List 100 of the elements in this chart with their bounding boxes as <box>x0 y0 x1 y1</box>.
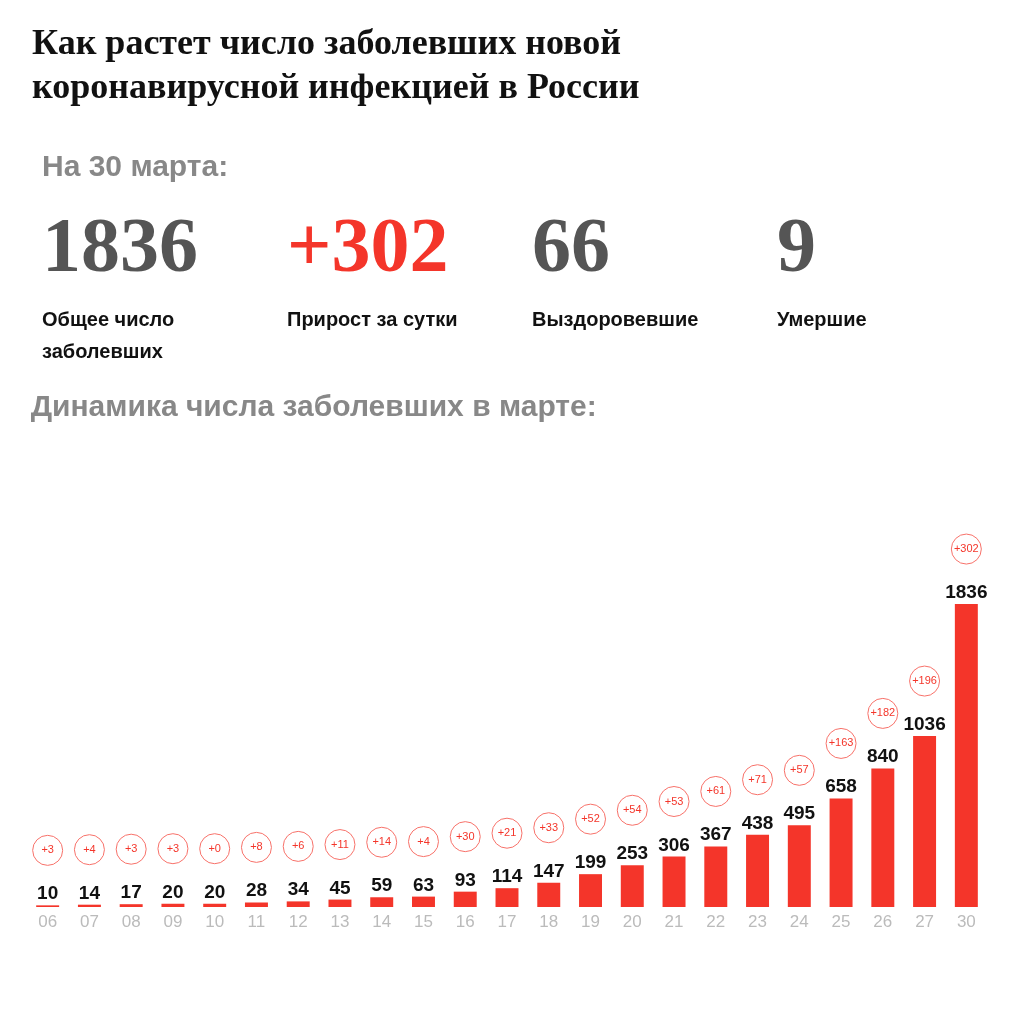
data-label: 17 <box>120 881 142 903</box>
text: Прирост за сутки <box>287 308 458 330</box>
bar <box>453 891 477 907</box>
x-tick-label: 24 <box>789 911 809 931</box>
bar <box>328 899 352 907</box>
x-tick-label: 16 <box>455 911 475 931</box>
text: Общее число заболевших <box>42 308 175 362</box>
annotation: +54 <box>622 803 642 816</box>
x-tick-label: 06 <box>38 911 58 931</box>
bar <box>620 865 644 907</box>
x-tick-label: 10 <box>205 911 225 931</box>
data-label: 306 <box>658 833 690 855</box>
text: На 30 марта: <box>42 149 229 182</box>
bar <box>161 903 185 907</box>
x-tick-label: 25 <box>831 911 851 931</box>
x-tick-label: 09 <box>163 911 183 931</box>
bar <box>495 888 519 907</box>
x-tick-label: 22 <box>706 911 726 931</box>
x-tick-label: 30 <box>956 911 976 931</box>
annotation: +3 <box>166 841 180 854</box>
bar <box>579 874 602 907</box>
data-label: 199 <box>574 851 607 873</box>
x-tick-label: 21 <box>664 911 684 931</box>
bar <box>537 882 561 907</box>
annotation: +182 <box>870 706 896 719</box>
x-tick-label: 15 <box>414 911 433 931</box>
data-label: 438 <box>741 811 774 833</box>
data-label: 14 <box>78 881 101 903</box>
text: Как растет число заболевших новой коронавирусной инфекцией в России <box>32 22 640 106</box>
x-tick-label: 12 <box>288 911 308 931</box>
text: +302 <box>953 542 979 555</box>
x-tick-label: 13 <box>330 911 350 931</box>
text: 9 <box>777 201 816 288</box>
annotation: +71 <box>748 772 767 785</box>
text: Выздоровевшие <box>532 308 699 330</box>
data-label: 10 <box>37 882 59 904</box>
x-tick-label: 08 <box>121 911 141 931</box>
x-tick-label: 07 <box>79 911 99 931</box>
annotation: +3 <box>41 843 54 856</box>
bar <box>787 825 811 907</box>
data-label: 63 <box>412 873 435 895</box>
annotation: +4 <box>83 842 96 855</box>
annotation: +52 <box>581 812 600 825</box>
data-label: 1036 <box>903 713 946 735</box>
data-label: 114 <box>491 865 523 887</box>
bar <box>286 901 310 907</box>
x-tick-label: 23 <box>748 911 768 931</box>
data-label: 28 <box>245 879 268 901</box>
x-tick-label: 20 <box>622 911 642 931</box>
annotation: +6 <box>291 839 305 852</box>
annotation: +196 <box>912 674 937 687</box>
bar <box>829 798 853 907</box>
annotation: +11 <box>331 837 349 850</box>
text: Умершие <box>777 308 867 330</box>
annotation: +57 <box>789 763 809 776</box>
bar <box>746 834 770 907</box>
data-label: 253 <box>616 842 649 864</box>
annotation: +30 <box>455 829 475 842</box>
chart-title: Динамика числа заболевших в марте: <box>30 389 597 423</box>
text: 66 <box>532 201 610 288</box>
data-label: 658 <box>825 775 857 797</box>
text: 1836 <box>42 201 198 288</box>
annotation: +61 <box>706 784 726 797</box>
x-tick-label: 14 <box>372 911 392 931</box>
annotation: +4 <box>417 834 430 847</box>
data-label: 495 <box>783 802 816 824</box>
data-label: 1836 <box>945 581 988 603</box>
bar <box>244 902 268 907</box>
bar <box>203 903 227 907</box>
bar <box>913 736 937 907</box>
text: +302 <box>287 201 449 288</box>
data-label: 20 <box>162 880 184 902</box>
bar <box>954 604 978 907</box>
bar <box>662 856 686 907</box>
x-tick-label: 27 <box>915 911 935 931</box>
x-tick-label: 19 <box>581 911 600 931</box>
data-label: 45 <box>329 876 351 898</box>
annotation: +3 <box>124 842 138 855</box>
data-label: 93 <box>454 868 476 890</box>
annotation: +33 <box>539 820 559 833</box>
annotation: +53 <box>664 794 684 807</box>
annotation: +163 <box>828 736 854 749</box>
bar <box>370 897 394 907</box>
bar <box>119 904 143 907</box>
annotation: +21 <box>497 826 517 839</box>
data-label: 59 <box>371 874 393 896</box>
data-label: 367 <box>699 823 732 845</box>
data-label: 20 <box>204 880 226 902</box>
x-tick-label: 26 <box>873 911 893 931</box>
bar <box>871 768 895 907</box>
annotation: +14 <box>372 835 392 848</box>
annotation: +0 <box>208 841 221 854</box>
data-label: 147 <box>532 859 565 881</box>
x-tick-label: 18 <box>539 911 559 931</box>
annotation: +8 <box>250 840 263 853</box>
bar <box>412 896 435 907</box>
x-tick-label: 17 <box>497 911 517 931</box>
data-label: 840 <box>866 745 899 767</box>
bar <box>704 846 728 907</box>
data-label: 34 <box>287 878 310 900</box>
